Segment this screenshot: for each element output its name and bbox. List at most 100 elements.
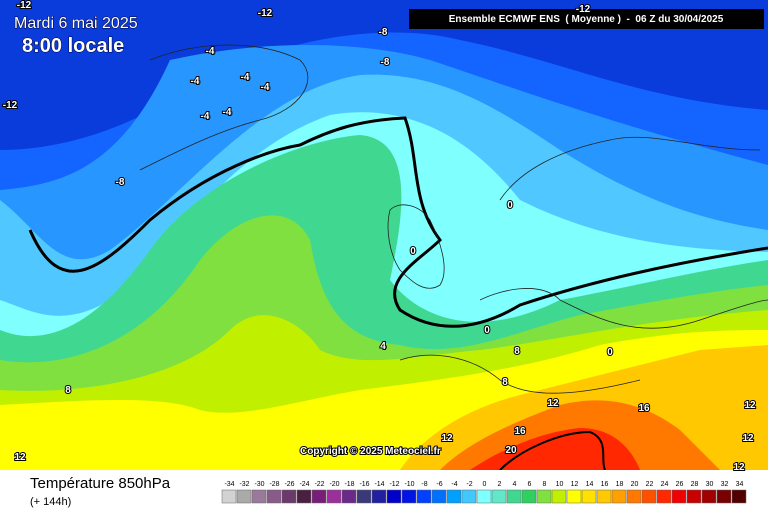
contour-label: -4 [201,111,210,122]
legend-swatch [416,489,432,504]
legend-label: 28 [691,481,699,488]
legend-label: -20 [329,481,339,488]
temperature-field [0,0,768,470]
legend-swatch [431,489,447,504]
legend-swatch [356,489,372,504]
legend-label: -30 [254,481,264,488]
contour-label: 20 [505,445,517,456]
contour-label: 16 [638,403,650,414]
contour-label: 0 [607,347,613,358]
contour-label: -4 [241,72,250,83]
twenty-isotherm [499,430,606,470]
legend-label: -24 [299,481,309,488]
legend-swatch [446,489,462,504]
legend-label: 20 [631,481,639,488]
contour-label: 12 [547,398,559,409]
contour-label: -12 [17,0,32,11]
contour-label: 8 [514,346,520,357]
legend-swatch [266,489,282,504]
legend-swatch [386,489,402,504]
forecast-time: 8:00 locale [22,35,124,57]
legend-swatch [716,489,732,504]
contour-label: -4 [261,82,270,93]
legend-label: -10 [404,481,414,488]
run-banner [409,9,764,29]
legend-label: -4 [451,481,457,488]
contour-label: 12 [744,400,756,411]
contour-label: 0 [410,246,416,257]
legend-label: -22 [314,481,324,488]
contour-label: -12 [3,100,18,111]
legend-swatch [236,489,252,504]
legend-swatch [326,489,342,504]
contour-label: 12 [14,452,26,463]
field-title: Température 850hPa [30,475,171,492]
legend-swatch [611,489,627,504]
legend-label: 32 [721,481,729,488]
legend-label: 12 [571,481,579,488]
legend-label: -2 [466,481,472,488]
legend-swatch [401,489,417,504]
legend-swatch [281,489,297,504]
contour-label: -8 [381,57,390,68]
legend-label: -6 [436,481,442,488]
legend-swatch [221,489,237,504]
legend-swatch [341,489,357,504]
legend-swatch [506,489,522,504]
contour-label: -8 [379,27,388,38]
legend-swatch [686,489,702,504]
legend-label: 4 [513,481,517,488]
contour-label: 8 [65,385,71,396]
legend-swatch [536,489,552,504]
legend-label: -18 [344,481,354,488]
lead-time: (+ 144h) [30,496,71,508]
contour-label: -4 [206,46,215,57]
contour-label: 0 [507,200,513,211]
legend-label: -28 [269,481,279,488]
contour-label: 12 [441,433,453,444]
legend-label: -12 [389,481,399,488]
contour-label: -4 [191,76,200,87]
legend-label: 14 [586,481,594,488]
legend-label: 30 [706,481,714,488]
legend-label: 22 [646,481,654,488]
legend-label: -32 [239,481,249,488]
legend-label: 24 [661,481,669,488]
run-info: Ensemble ECMWF ENS ( Moyenne ) - 06 Z du… [449,14,724,25]
legend-label: 0 [483,481,487,488]
legend-swatch [461,489,477,504]
contour-label: 12 [733,462,745,473]
legend-swatch [476,489,492,504]
contour-label: 4 [380,341,386,352]
legend-swatch [551,489,567,504]
legend-swatch [491,489,507,504]
legend-swatch [581,489,597,504]
copyright: Copyright © 2025 Meteociel.fr [300,446,441,457]
coastlines [139,44,768,394]
zero-isotherm [28,116,768,328]
forecast-date: Mardi 6 mai 2025 [14,15,138,32]
legend-swatch [521,489,537,504]
legend-label: -14 [374,481,384,488]
legend-label: 34 [736,481,744,488]
legend-label: -26 [284,481,294,488]
legend-label: -8 [421,481,427,488]
legend-swatch [701,489,717,504]
legend-label: 16 [601,481,609,488]
legend-label: 18 [616,481,624,488]
legend-swatch [671,489,687,504]
legend-swatch [656,489,672,504]
contour-label: 8 [502,377,508,388]
legend-swatch [296,489,312,504]
contour-label: 12 [742,433,754,444]
contour-label: -12 [258,8,273,19]
contour-label: -12 [576,4,591,15]
contour-label: 16 [514,426,526,437]
legend-label: 2 [498,481,502,488]
legend-swatch [626,489,642,504]
legend-swatch [731,489,747,504]
legend-swatch [596,489,612,504]
contour-label: 0 [484,325,490,336]
